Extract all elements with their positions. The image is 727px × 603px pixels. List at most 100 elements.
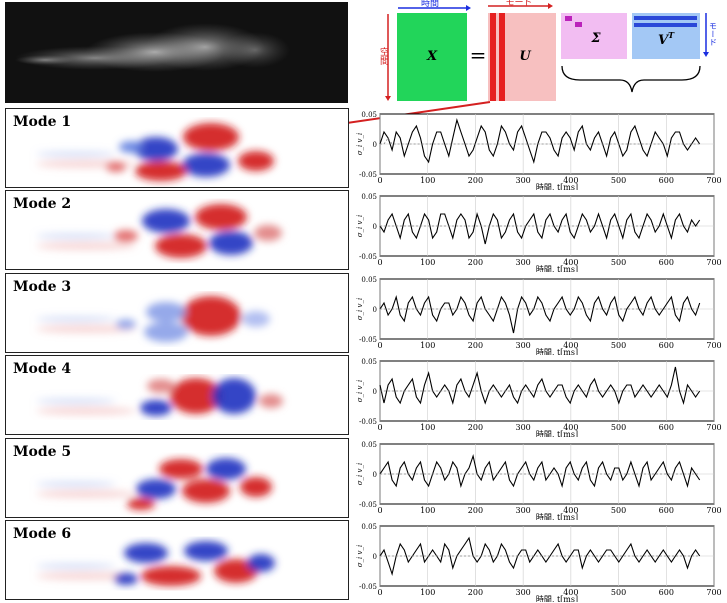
y-tick-label: -0.05 xyxy=(359,501,377,509)
x-tick-label: 600 xyxy=(659,506,674,515)
mode-panel-3: Mode 3 xyxy=(5,273,349,353)
mode-panel-5: Mode 5 xyxy=(5,438,349,518)
x-tick-label: 300 xyxy=(516,341,531,350)
mode-field-4 xyxy=(36,378,283,416)
x-tick-label: 100 xyxy=(420,258,435,267)
y-tick-label: 0.05 xyxy=(361,193,377,201)
x-tick-label: 100 xyxy=(420,506,435,515)
y-tick-label: -0.05 xyxy=(359,253,377,261)
x-tick-label: 400 xyxy=(563,258,578,267)
x-axis-label: 時間, t[ms] xyxy=(536,265,578,272)
x-matrix-label: X xyxy=(426,49,438,64)
y-axis-label: σ_i v_i xyxy=(356,463,364,485)
x-tick-label: 700 xyxy=(706,588,721,597)
y-tick-label: 0.05 xyxy=(361,111,377,119)
x-tick-label: 600 xyxy=(659,176,674,185)
x-tick-label: 0 xyxy=(377,588,382,597)
x-axis-label: 時間, t[ms] xyxy=(536,430,578,437)
x-tick-label: 600 xyxy=(659,423,674,432)
x-tick-label: 400 xyxy=(563,341,578,350)
x-tick-label: 100 xyxy=(420,423,435,432)
x-tick-label: 100 xyxy=(420,176,435,185)
y-tick-label: -0.05 xyxy=(359,171,377,179)
x-tick-label: 300 xyxy=(516,588,531,597)
smoke-image xyxy=(5,2,348,103)
mode-label: Mode 5 xyxy=(13,444,72,460)
series-line xyxy=(379,294,701,334)
series-line xyxy=(379,366,701,406)
x-tick-label: 500 xyxy=(611,423,626,432)
x-axis-label: 時間, t[ms] xyxy=(536,595,578,602)
smoke-plume xyxy=(15,23,290,72)
y-axis-label: σ_i v_i xyxy=(356,380,364,402)
x-tick-label: 300 xyxy=(516,258,531,267)
x-tick-label: 700 xyxy=(706,423,721,432)
u-column-1 xyxy=(490,13,496,101)
x-tick-label: 500 xyxy=(611,176,626,185)
series-line xyxy=(379,453,701,489)
y-tick-label: 0 xyxy=(373,306,377,314)
x-tick-label: 700 xyxy=(706,176,721,185)
x-tick-label: 100 xyxy=(420,341,435,350)
x-tick-label: 500 xyxy=(611,506,626,515)
mode-label: Mode 6 xyxy=(13,526,72,542)
mode-panel-1: Mode 1 xyxy=(5,108,349,188)
y-tick-label: 0.05 xyxy=(361,523,377,531)
mode-panel-6: Mode 6 xyxy=(5,520,349,600)
vt-label: VT xyxy=(658,30,675,48)
x-tick-label: 0 xyxy=(377,423,382,432)
y-axis-label: σ_i v_i xyxy=(356,298,364,320)
y-tick-label: 0 xyxy=(373,141,377,149)
x-tick-label: 200 xyxy=(468,258,483,267)
y-axis-label: σ_i v_i xyxy=(356,545,364,567)
u-matrix xyxy=(488,13,556,101)
x-axis-label: 時間, t[ms] xyxy=(536,348,578,355)
x-tick-label: 300 xyxy=(516,176,531,185)
mode-label: Mode 2 xyxy=(13,196,72,212)
y-tick-label: 0 xyxy=(373,553,377,561)
series-line-secondary xyxy=(380,137,700,145)
x-tick-label: 700 xyxy=(706,506,721,515)
mode-label: Mode 1 xyxy=(13,114,72,130)
sigma-label: Σ xyxy=(590,31,601,46)
mode-axis-vertical-label: モード xyxy=(709,22,718,46)
series-line xyxy=(379,211,701,245)
mode-field-1 xyxy=(36,123,274,181)
x-tick-label: 300 xyxy=(516,506,531,515)
u-column-2 xyxy=(499,13,505,101)
x-tick-label: 500 xyxy=(611,588,626,597)
mode-panel-4: Mode 4 xyxy=(5,355,349,435)
x-tick-label: 0 xyxy=(377,506,382,515)
x-matrix xyxy=(397,13,467,101)
x-tick-label: 0 xyxy=(377,341,382,350)
x-tick-label: 0 xyxy=(377,176,382,185)
y-axis-label: σ_i v_i xyxy=(356,215,364,237)
mode-field-2 xyxy=(36,204,282,258)
x-tick-label: 400 xyxy=(563,176,578,185)
y-tick-label: 0.05 xyxy=(361,441,377,449)
x-axis-label: 時間, t[ms] xyxy=(536,513,578,520)
x-tick-label: 200 xyxy=(468,506,483,515)
series-line xyxy=(379,117,701,165)
mode-field-5 xyxy=(36,458,272,510)
mode-field-6 xyxy=(36,541,275,586)
mode-label: Mode 4 xyxy=(13,361,72,377)
x-tick-label: 200 xyxy=(468,341,483,350)
mode-panel-2: Mode 2 xyxy=(5,190,349,270)
x-tick-label: 600 xyxy=(659,258,674,267)
y-tick-label: -0.05 xyxy=(359,583,377,591)
brace xyxy=(561,65,701,93)
equals-sign: = xyxy=(470,43,487,67)
x-tick-label: 400 xyxy=(563,506,578,515)
y-tick-label: 0 xyxy=(373,223,377,231)
y-tick-label: -0.05 xyxy=(359,418,377,426)
x-tick-label: 400 xyxy=(563,588,578,597)
x-tick-label: 500 xyxy=(611,258,626,267)
x-tick-label: 100 xyxy=(420,588,435,597)
y-tick-label: 0 xyxy=(373,471,377,479)
time-axis-label: 時間 xyxy=(421,0,439,9)
x-tick-label: 200 xyxy=(468,588,483,597)
